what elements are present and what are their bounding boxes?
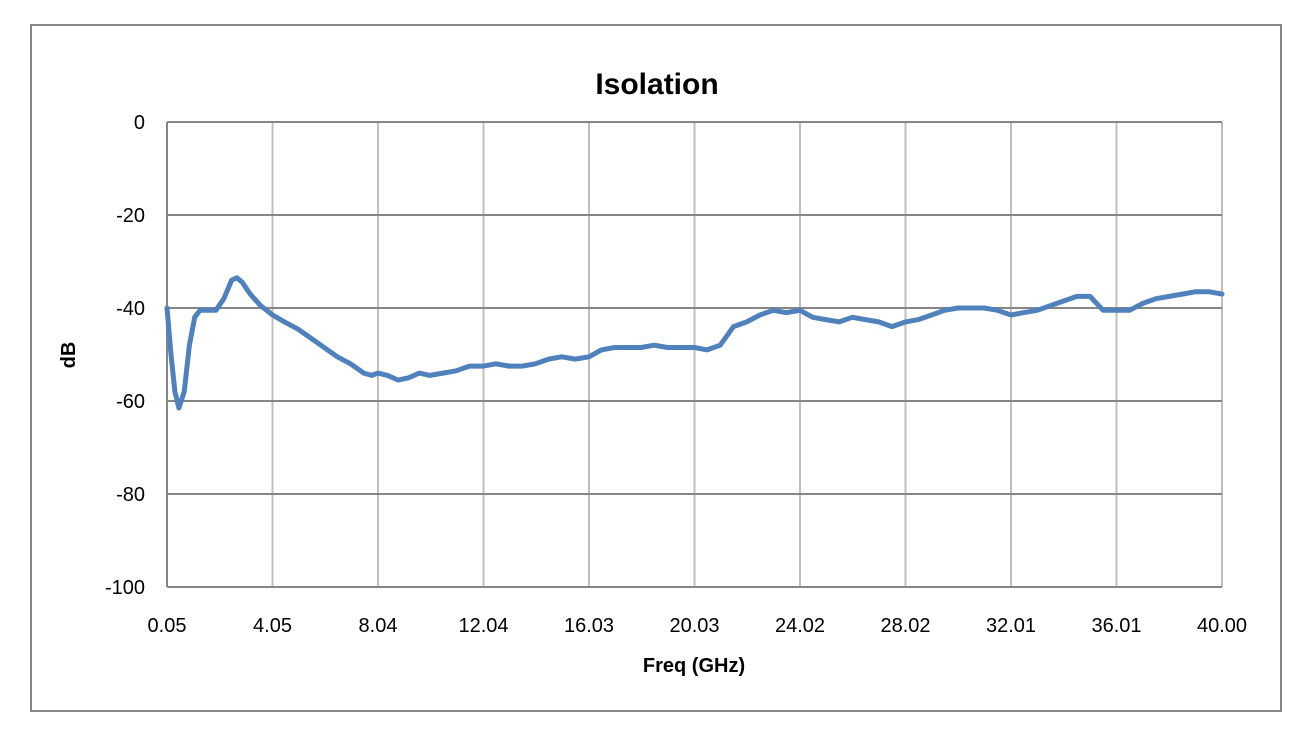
tick-label: -60 xyxy=(116,391,145,413)
tick-label: -20 xyxy=(116,205,145,227)
tick-label: 0.05 xyxy=(148,615,187,637)
tick-label: 40.00 xyxy=(1197,615,1247,637)
chart-title: Isolation xyxy=(595,68,719,101)
tick-label: -100 xyxy=(105,577,145,599)
tick-label: 12.04 xyxy=(458,615,508,637)
tick-label: 24.02 xyxy=(775,615,825,637)
tick-label: 0 xyxy=(134,112,145,134)
tick-labels: 0.05 4.05 8.04 12.04 16.03 20.03 24.02 28.02 32.… xyxy=(105,112,1247,637)
y-axis-label: dB xyxy=(58,342,80,369)
tick-label: -80 xyxy=(116,484,145,506)
x-axis-label: Freq (GHz) xyxy=(643,655,745,677)
chart-frame xyxy=(30,24,1282,712)
tick-label: 36.01 xyxy=(1091,615,1141,637)
tick-label: 16.03 xyxy=(564,615,614,637)
isolation-line xyxy=(164,275,1225,411)
tick-label: 32.01 xyxy=(986,615,1036,637)
tick-label: 20.03 xyxy=(669,615,719,637)
tick-label: 28.02 xyxy=(880,615,930,637)
tick-label: -40 xyxy=(116,298,145,320)
tick-label: 8.04 xyxy=(359,615,398,637)
gridlines xyxy=(166,121,1223,588)
tick-label: 4.05 xyxy=(253,615,292,637)
